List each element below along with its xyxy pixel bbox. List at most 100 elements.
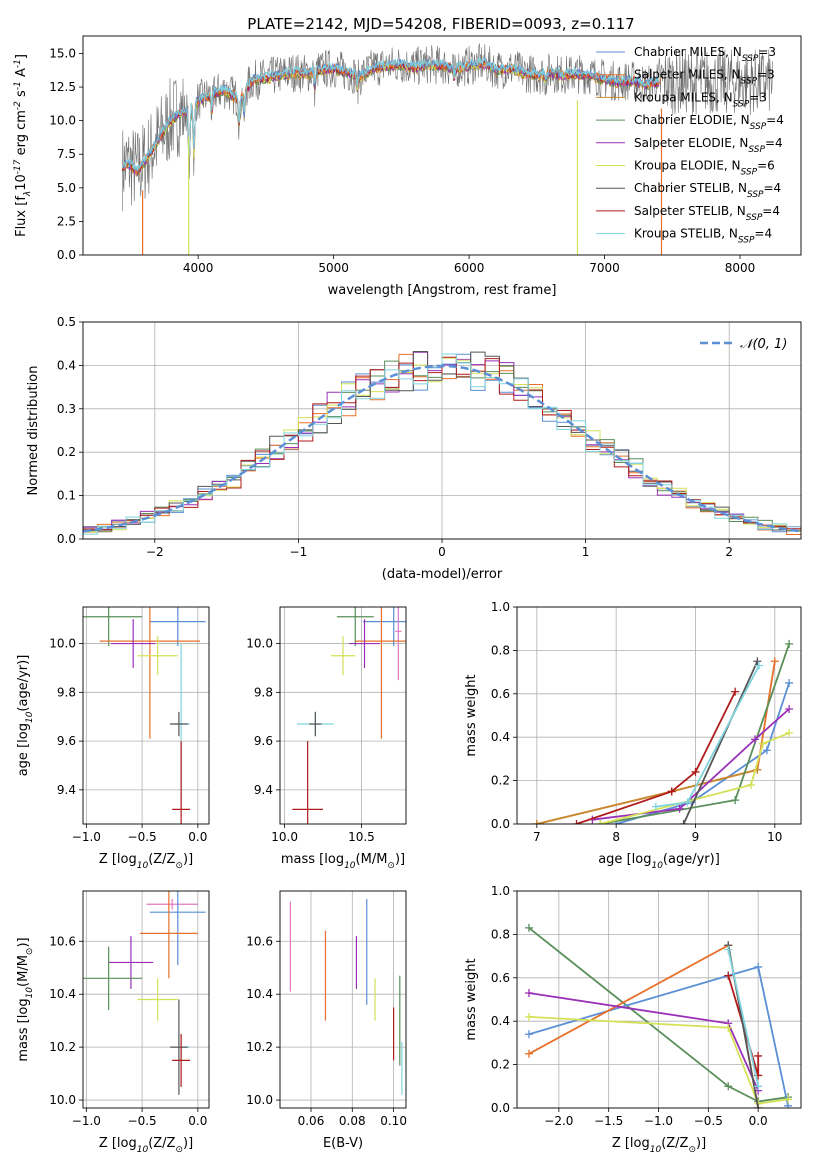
- y-axis-label: Flux [fλ10-17 erg cm-2 s-1 A-1]: [13, 54, 33, 237]
- y-axis-label-part: age [log: [16, 723, 31, 776]
- weight-point-marker: [754, 1104, 763, 1108]
- legend-label-sub: SSP: [746, 213, 763, 223]
- normal-distribution-curve: [83, 364, 801, 533]
- weight-series-line: [682, 660, 759, 824]
- y-tick-label: 9.8: [254, 685, 273, 699]
- y-tick-label: 0.6: [491, 971, 510, 985]
- legend-label-sub: SSP: [748, 145, 765, 155]
- x-axis-label-part: (Z/Z: [148, 1136, 175, 1151]
- axes-front-age_vs_mass: 10.0 10.5 9.4 9.6 9.8 10.0 mass [log10(M/M⊙)]: [246, 606, 407, 871]
- legend-label-tail: =3: [758, 45, 776, 59]
- y-tick-label: 9.4: [254, 783, 273, 797]
- weight-point-marker: [770, 657, 779, 666]
- y-axis-label: age [log10(age/yr)]: [16, 655, 35, 777]
- x-axis-label-part: ⊙: [175, 1145, 183, 1155]
- y-tick-label: 1.0: [491, 884, 510, 898]
- x-axis-label-part: Z [log: [612, 1136, 650, 1151]
- x-axis-label: age [log10(age/yr)]: [598, 852, 720, 871]
- weight-point-marker: [731, 796, 740, 805]
- x-tick-label: 2: [725, 545, 733, 559]
- axes-frame: [82, 35, 802, 256]
- weight-series-line: [528, 1016, 789, 1105]
- errorbar-point: [146, 898, 198, 910]
- y-tick-label: 5.0: [57, 181, 76, 195]
- weight-point-marker: [750, 735, 759, 744]
- plot-area-age_vs_mass: [292, 607, 406, 824]
- errorbar-point: [349, 619, 380, 668]
- y-tick-label: 10.4: [246, 987, 273, 1001]
- axes-front-spectrum: 4000 5000 6000 7000 8000 0.0 2.5 5.0 7.5 10.0 12.5…: [13, 35, 802, 298]
- spectrum-observed-line: [122, 43, 773, 212]
- axes-front-mass_vs_ebv: 0.06 0.08 0.10 10.0 10.2 10.4 10.6 E(B-V): [246, 890, 407, 1151]
- x-tick-label: −0.5: [128, 830, 157, 844]
- panel-age_vs_mass: 10.0 10.5 9.4 9.6 9.8 10.0 mass [log10(M/M⊙)]: [246, 606, 407, 871]
- axes-frame: [516, 606, 802, 825]
- weight-series: [572, 687, 740, 824]
- legend-label-sub: SSP: [741, 77, 758, 87]
- y-tick-label: 2.5: [57, 214, 76, 228]
- legend-label-tail: =3: [749, 90, 767, 104]
- y-tick-label: 0.0: [491, 1101, 510, 1115]
- spectrum-model-line: [121, 56, 660, 172]
- plot-area-residual_hist: [83, 351, 801, 535]
- y-tick-label: 0.8: [491, 643, 510, 657]
- x-axis-label-part: mass [log: [281, 852, 344, 867]
- legend-label-main: Salpeter ELODIE, N: [634, 136, 748, 150]
- axes-frame: [279, 606, 407, 825]
- x-axis-label: mass [log10(M/M⊙)]: [281, 852, 405, 871]
- y-tick-label: 12.5: [49, 80, 76, 94]
- weight-point-marker: [754, 1051, 763, 1060]
- x-tick-label: −1: [290, 545, 308, 559]
- errorbar-point: [149, 607, 206, 647]
- plot-area-weight_vs_Z: [524, 923, 793, 1108]
- weight-point-marker: [691, 767, 700, 776]
- y-tick-label: 15.0: [49, 46, 76, 60]
- errorbar-point: [110, 619, 156, 668]
- x-axis-label: wavelength [Angstrom, rest frame]: [328, 283, 557, 298]
- weight-point-marker: [675, 804, 684, 813]
- errorbar-point: [172, 1033, 191, 1087]
- legend-label: Kroupa ELODIE, NSSP=6: [634, 159, 775, 178]
- weight-series-line: [576, 691, 737, 824]
- y-tick-label: 10.4: [49, 987, 76, 1001]
- x-axis-label-part: 10: [137, 1145, 149, 1155]
- x-axis-label-part: 10: [650, 1145, 662, 1155]
- errorbar-point: [309, 711, 322, 737]
- weight-point-marker: [754, 962, 763, 971]
- legend-label-main: Kroupa MILES, N: [634, 90, 733, 104]
- legend-label-main: Chabrier MILES, N: [634, 45, 742, 59]
- x-tick-label: −0.5: [128, 1114, 157, 1128]
- weight-point-marker: [724, 1023, 733, 1032]
- x-tick-label: −0.5: [694, 1114, 723, 1128]
- x-axis-label-part: ⊙: [175, 861, 183, 871]
- x-tick-label: −2: [146, 545, 164, 559]
- y-tick-label: 0.0: [57, 532, 76, 546]
- y-tick-label: 10.6: [246, 934, 273, 948]
- legend-label-main: Salpeter STELIB, N: [634, 204, 746, 218]
- x-axis-label-part: 10: [651, 861, 663, 871]
- weight-point-marker: [524, 1012, 533, 1021]
- x-axis-label-part: ⊙: [688, 1145, 696, 1155]
- legend-label-main: Kroupa ELODIE, N: [634, 159, 741, 173]
- weight-point-marker: [731, 687, 740, 696]
- x-tick-label: 0.0: [188, 1114, 207, 1128]
- legend-label-tail: =4: [765, 136, 783, 150]
- weight-series: [651, 661, 763, 811]
- x-axis-label: E(B-V): [323, 1136, 363, 1151]
- panels: 4000 5000 6000 7000 80000.02.55.07.510.012.5…: [13, 35, 802, 1155]
- legend-label-sub: SSP: [738, 236, 755, 246]
- weight-point-marker: [667, 787, 676, 796]
- y-axis-label-part: Normed distribution: [26, 366, 41, 496]
- weight-point-marker: [758, 739, 767, 748]
- errorbar-point: [395, 607, 402, 681]
- x-tick-label: −1.5: [594, 1114, 623, 1128]
- weight-point-marker: [524, 1030, 533, 1039]
- y-tick-label: 0.2: [57, 445, 76, 459]
- axes-front-mass_vs_Z: −1.0 −0.5 0.010.010.210.410.6Z [log10(Z/Z⊙…: [16, 890, 210, 1155]
- legend-label: Salpeter ELODIE, NSSP=4: [634, 136, 783, 155]
- x-tick-label: 0: [438, 545, 446, 559]
- x-axis-label-part: (M/M: [356, 852, 388, 867]
- x-tick-label: −1.0: [644, 1114, 673, 1128]
